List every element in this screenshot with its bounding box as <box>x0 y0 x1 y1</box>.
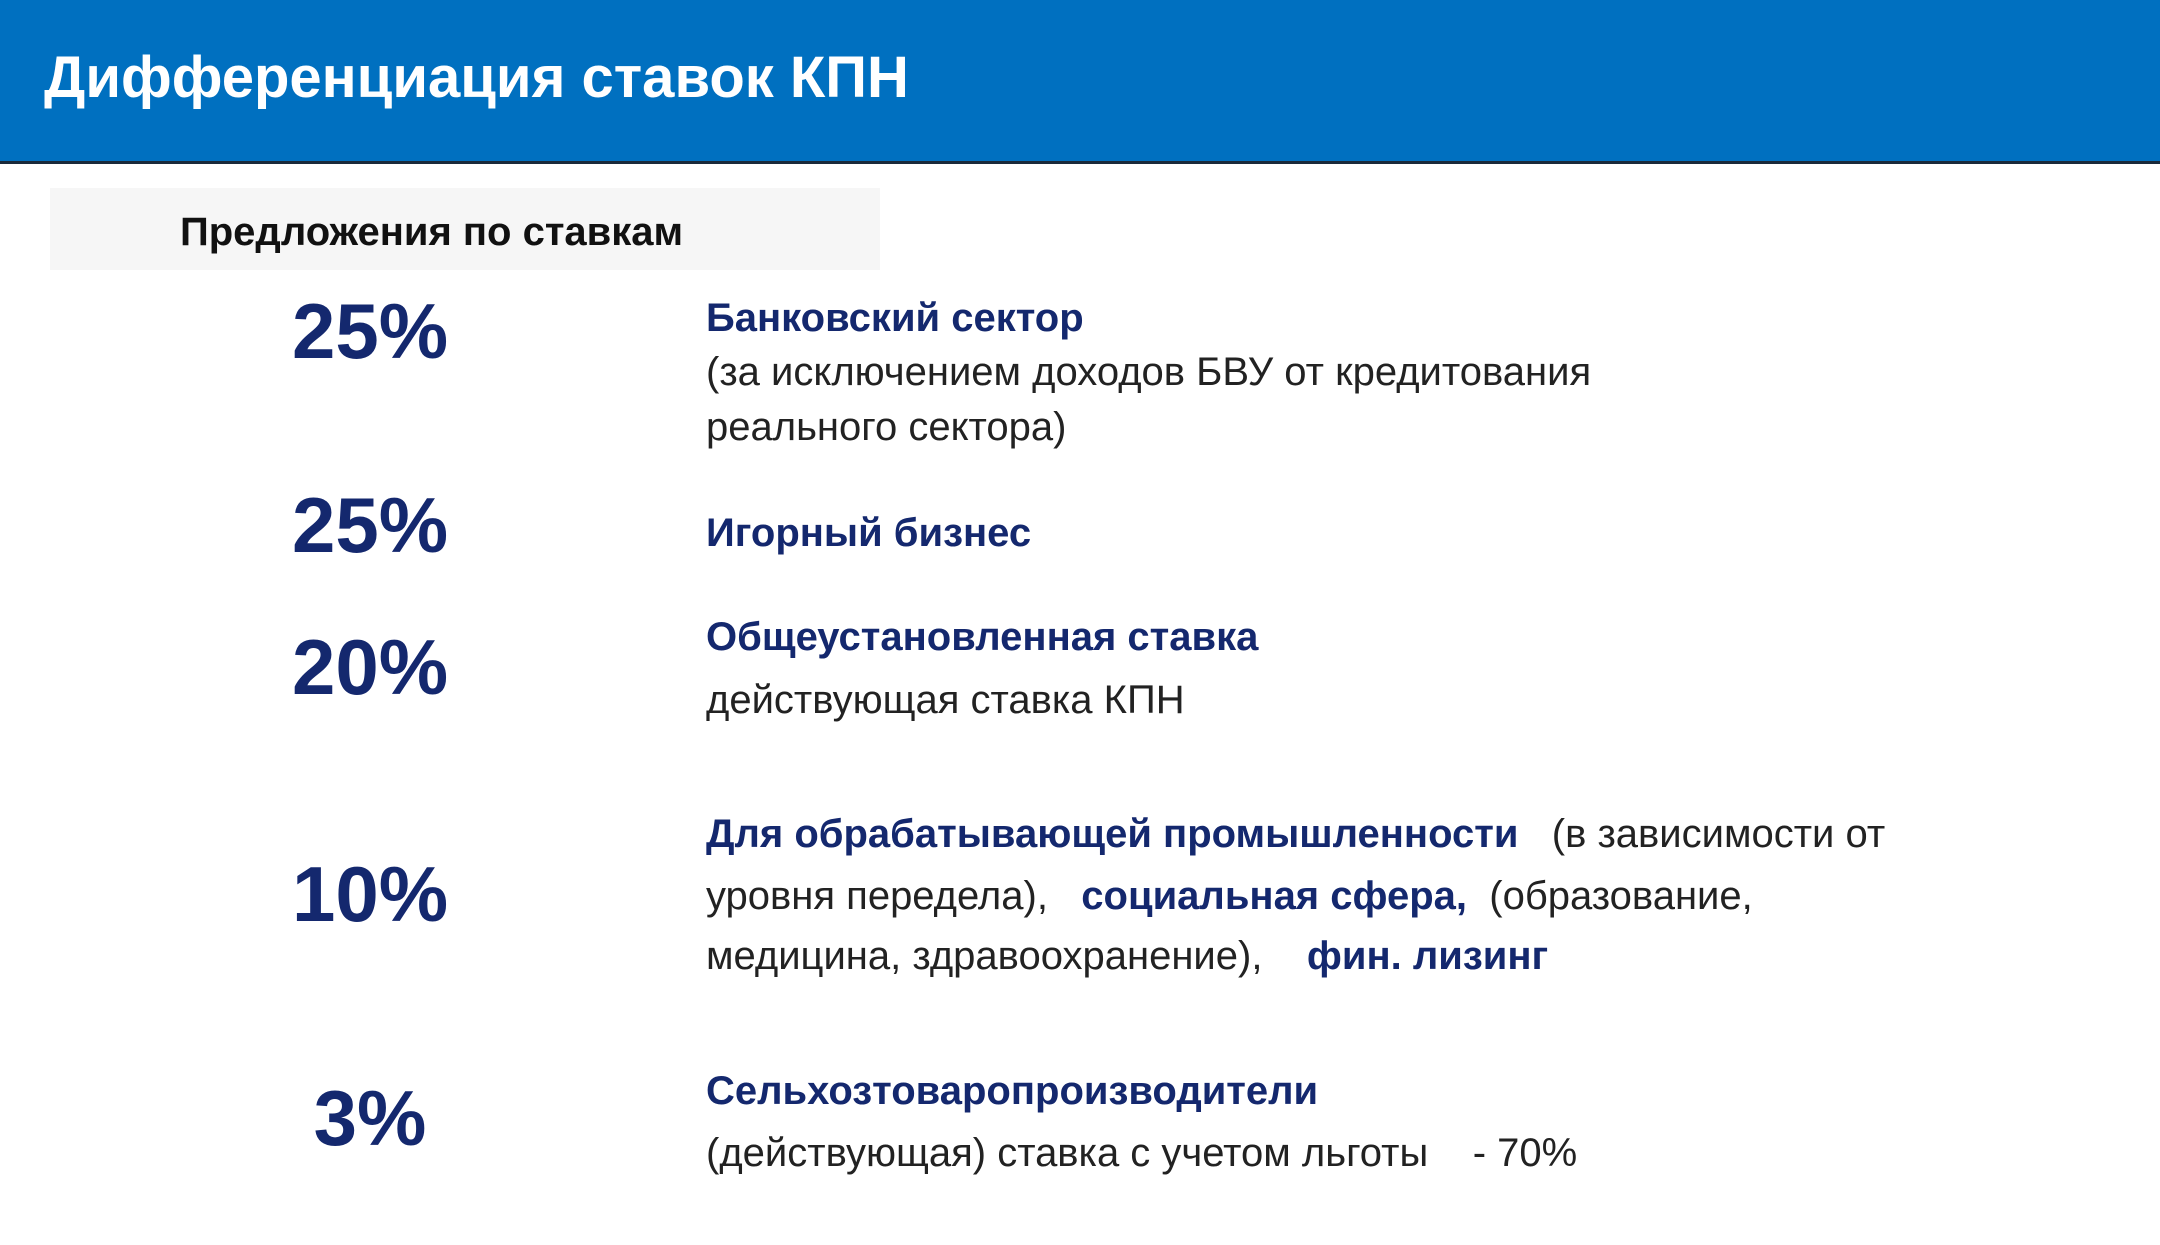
text-medicine: медицина, здравоохранение), <box>706 934 1263 978</box>
text-agri-discount: - 70% <box>1472 1131 1578 1175</box>
rate-general: 20% <box>291 623 449 711</box>
text-agri-rate: (действующая) ставка с учетом льготы <box>706 1131 1429 1175</box>
heading-general: Общеустановленная ставка <box>706 615 1259 659</box>
heading-banking: Банковский сектор <box>706 296 1084 340</box>
desc-banking-2: реального сектора) <box>706 405 1067 449</box>
heading-leasing: фин. лизинг <box>1306 934 1549 978</box>
desc-manufacturing-2: уровня передела), социальная сфера, (обр… <box>706 876 1753 916</box>
rate-manufacturing: 10% <box>291 850 449 938</box>
desc-agriculture: (действующая) ставка с учетом льготы - 7… <box>706 1133 1577 1173</box>
rate-agriculture: 3% <box>313 1074 427 1162</box>
heading-agriculture: Сельхозтоваропроизводители <box>706 1069 1319 1113</box>
text-level: уровня передела), <box>706 874 1048 918</box>
rate-gambling: 25% <box>291 481 449 569</box>
section-label-box: Предложения по ставкам <box>50 188 880 270</box>
heading-social: социальная сфера, <box>1081 874 1468 918</box>
desc-manufacturing-3: медицина, здравоохранение), фин. лизинг <box>706 936 1548 976</box>
section-label: Предложения по ставкам <box>180 210 684 254</box>
heading-gambling: Игорный бизнес <box>706 511 1032 555</box>
header-bar: Дифференциация ставок КПН <box>0 0 2160 164</box>
desc-general: действующая ставка КПН <box>706 678 1185 722</box>
heading-manufacturing: Для обрабатывающей промышленности <box>706 812 1519 856</box>
text-manufacturing-note: (в зависимости от <box>1551 812 1886 856</box>
page-title: Дифференциация ставок КПН <box>44 45 909 110</box>
desc-banking-1: (за исключением доходов БВУ от кредитова… <box>706 350 1592 394</box>
rate-banking: 25% <box>291 287 449 375</box>
desc-manufacturing-1: Для обрабатывающей промышленности (в зав… <box>706 814 1885 854</box>
text-social-note: (образование, <box>1489 874 1753 918</box>
